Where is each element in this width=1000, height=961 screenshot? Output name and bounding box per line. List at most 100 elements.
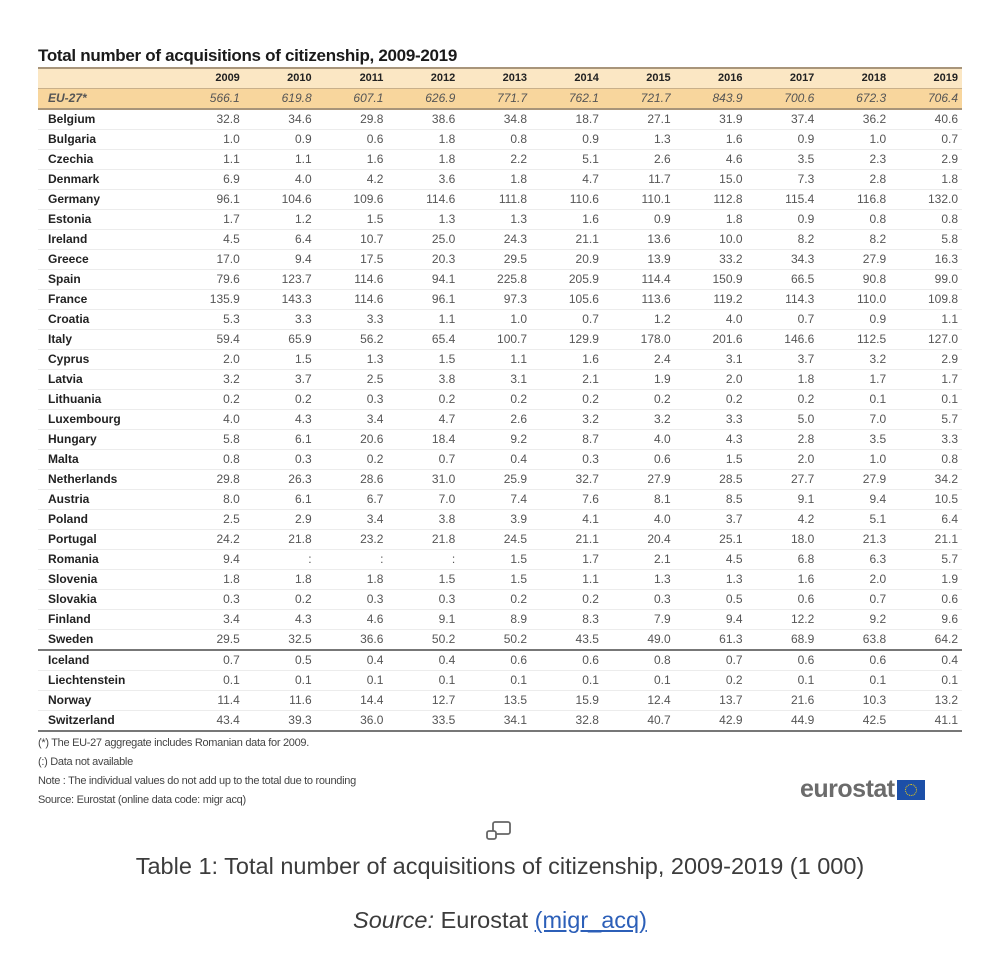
cell-value: 110.6	[531, 189, 603, 210]
total-value: 721.7	[640, 91, 671, 105]
cell-value: 2.6	[459, 409, 532, 430]
cell-value: :	[387, 549, 460, 570]
row-label: Latvia	[38, 369, 172, 390]
table-row: Hungary 5.8 6.1 20.6 18.4 9.2 8.7 4.0 4.3 2.8 3.5 3…	[38, 429, 962, 450]
table-row: Portugal 24.2 21.8 23.2 21.8 24.5 21.1 20.4 25.1…	[38, 529, 962, 550]
cell-value: 34.6	[243, 109, 316, 130]
cell-value: 20.6	[315, 429, 388, 450]
table-row: Poland 2.5 2.9 3.4 3.8 3.9 4.1 4.0 3.7 4.2 5.1 6.4	[38, 509, 962, 530]
cell-value: 7.3	[746, 169, 819, 190]
cell-value: 3.3	[890, 429, 962, 450]
cell-value: 0.7	[818, 589, 891, 610]
cell-value: 0.2	[315, 449, 388, 470]
cell-value: 34.1	[459, 710, 532, 732]
cell-value: 0.1	[818, 670, 891, 691]
cell-value: 0.2	[674, 389, 747, 410]
cell-value: 79.6	[172, 269, 244, 290]
cell-value: 0.2	[674, 670, 747, 691]
cell-value: 0.1	[890, 670, 962, 691]
row-label: Austria	[38, 489, 172, 510]
cell-value: 1.1	[172, 149, 244, 170]
table-title: Total number of acquisitions of citizens…	[38, 46, 457, 65]
cell-value: 50.2	[387, 629, 460, 651]
cell-value: 25.1	[674, 529, 747, 550]
cell-value: 205.9	[531, 269, 603, 290]
cell-value: 31.9	[674, 109, 747, 130]
cell-value: 110.0	[818, 289, 891, 310]
cell-value: 27.9	[602, 469, 675, 490]
cell-value: 3.8	[387, 509, 460, 530]
expand-image-icon[interactable]	[484, 820, 514, 842]
cell-value: 0.9	[602, 209, 675, 230]
cell-value: 4.2	[315, 169, 388, 190]
cell-value: 4.5	[172, 229, 244, 250]
year-header-2012: 2012	[430, 72, 456, 84]
cell-value: 1.5	[387, 349, 460, 370]
cell-value: 94.1	[387, 269, 460, 290]
table-row: Czechia 1.1 1.1 1.6 1.8 2.2 5.1 2.6 4.6 3.5 2.3 2.9	[38, 149, 962, 170]
cell-value: 4.6	[674, 149, 747, 170]
row-label: Malta	[38, 449, 172, 470]
cell-value: 1.3	[674, 569, 747, 590]
cell-value: 6.4	[243, 229, 316, 250]
cell-value: 1.3	[315, 349, 388, 370]
table-row: Denmark 6.9 4.0 4.2 3.6 1.8 4.7 11.7 15.0 7.3 2.8 1…	[38, 169, 962, 190]
table-row: Greece 17.0 9.4 17.5 20.3 29.5 20.9 13.9 33.2 34.…	[38, 249, 962, 270]
cell-value: 116.8	[818, 189, 891, 210]
cell-value: 0.9	[746, 129, 819, 150]
cell-value: 0.7	[531, 309, 603, 330]
cell-value: 1.2	[602, 309, 675, 330]
source-link[interactable]: (migr_acq)	[534, 907, 647, 933]
cell-value: 29.8	[315, 109, 388, 130]
source-line: Source: Eurostat (migr_acq)	[0, 907, 1000, 934]
cell-value: 0.7	[674, 650, 747, 671]
table-row: Estonia 1.7 1.2 1.5 1.3 1.3 1.6 0.9 1.8 0.9 0.8 0.8	[38, 209, 962, 230]
table-row: Bulgaria 1.0 0.9 0.6 1.8 0.8 0.9 1.3 1.6 0.9 1.0 0.…	[38, 129, 962, 150]
cell-value: 0.4	[387, 650, 460, 671]
cell-value: 0.9	[818, 309, 891, 330]
cell-value: 0.4	[315, 650, 388, 671]
cell-value: 9.4	[818, 489, 891, 510]
cell-value: 96.1	[172, 189, 244, 210]
cell-value: 5.7	[890, 409, 962, 430]
cell-value: 13.9	[602, 249, 675, 270]
cell-value: 24.3	[459, 229, 532, 250]
cell-value: 27.1	[602, 109, 675, 130]
cell-value: 132.0	[890, 189, 962, 210]
cell-value: 7.6	[531, 489, 603, 510]
cell-value: 104.6	[243, 189, 316, 210]
cell-value: 18.7	[531, 109, 603, 130]
cell-value: 105.6	[531, 289, 603, 310]
cell-value: 0.8	[818, 209, 891, 230]
cell-value: 0.2	[602, 389, 675, 410]
cell-value: 2.4	[602, 349, 675, 370]
cell-value: 34.3	[746, 249, 819, 270]
cell-value: 23.2	[315, 529, 388, 550]
cell-value: 2.3	[818, 149, 891, 170]
cell-value: 13.6	[602, 229, 675, 250]
footnotes: (*) The EU-27 aggregate includes Romania…	[38, 736, 962, 812]
cell-value: 0.4	[890, 650, 962, 671]
cell-value: 8.3	[531, 609, 603, 630]
row-label: Italy	[38, 329, 172, 350]
cell-value: 3.8	[387, 369, 460, 390]
cell-value: 1.8	[387, 129, 460, 150]
cell-value: 0.9	[531, 129, 603, 150]
cell-value: 12.2	[746, 609, 819, 630]
cell-value: 21.8	[387, 529, 460, 550]
cell-value: 49.0	[602, 629, 675, 651]
cell-value: 15.0	[674, 169, 747, 190]
cell-value: 0.2	[243, 589, 316, 610]
cell-value: 5.0	[746, 409, 819, 430]
row-label: Czechia	[38, 149, 172, 170]
cell-value: 28.6	[315, 469, 388, 490]
cell-value: 66.5	[746, 269, 819, 290]
cell-value: 8.2	[818, 229, 891, 250]
cell-value: 2.1	[531, 369, 603, 390]
cell-value: 10.5	[890, 489, 962, 510]
cell-value: 9.1	[746, 489, 819, 510]
cell-value: 42.5	[818, 710, 891, 732]
cell-value: 143.3	[243, 289, 316, 310]
table-row: Spain 79.6 123.7 114.6 94.1 225.8 205.9 114.4 15…	[38, 269, 962, 290]
cell-value: 114.4	[602, 269, 675, 290]
